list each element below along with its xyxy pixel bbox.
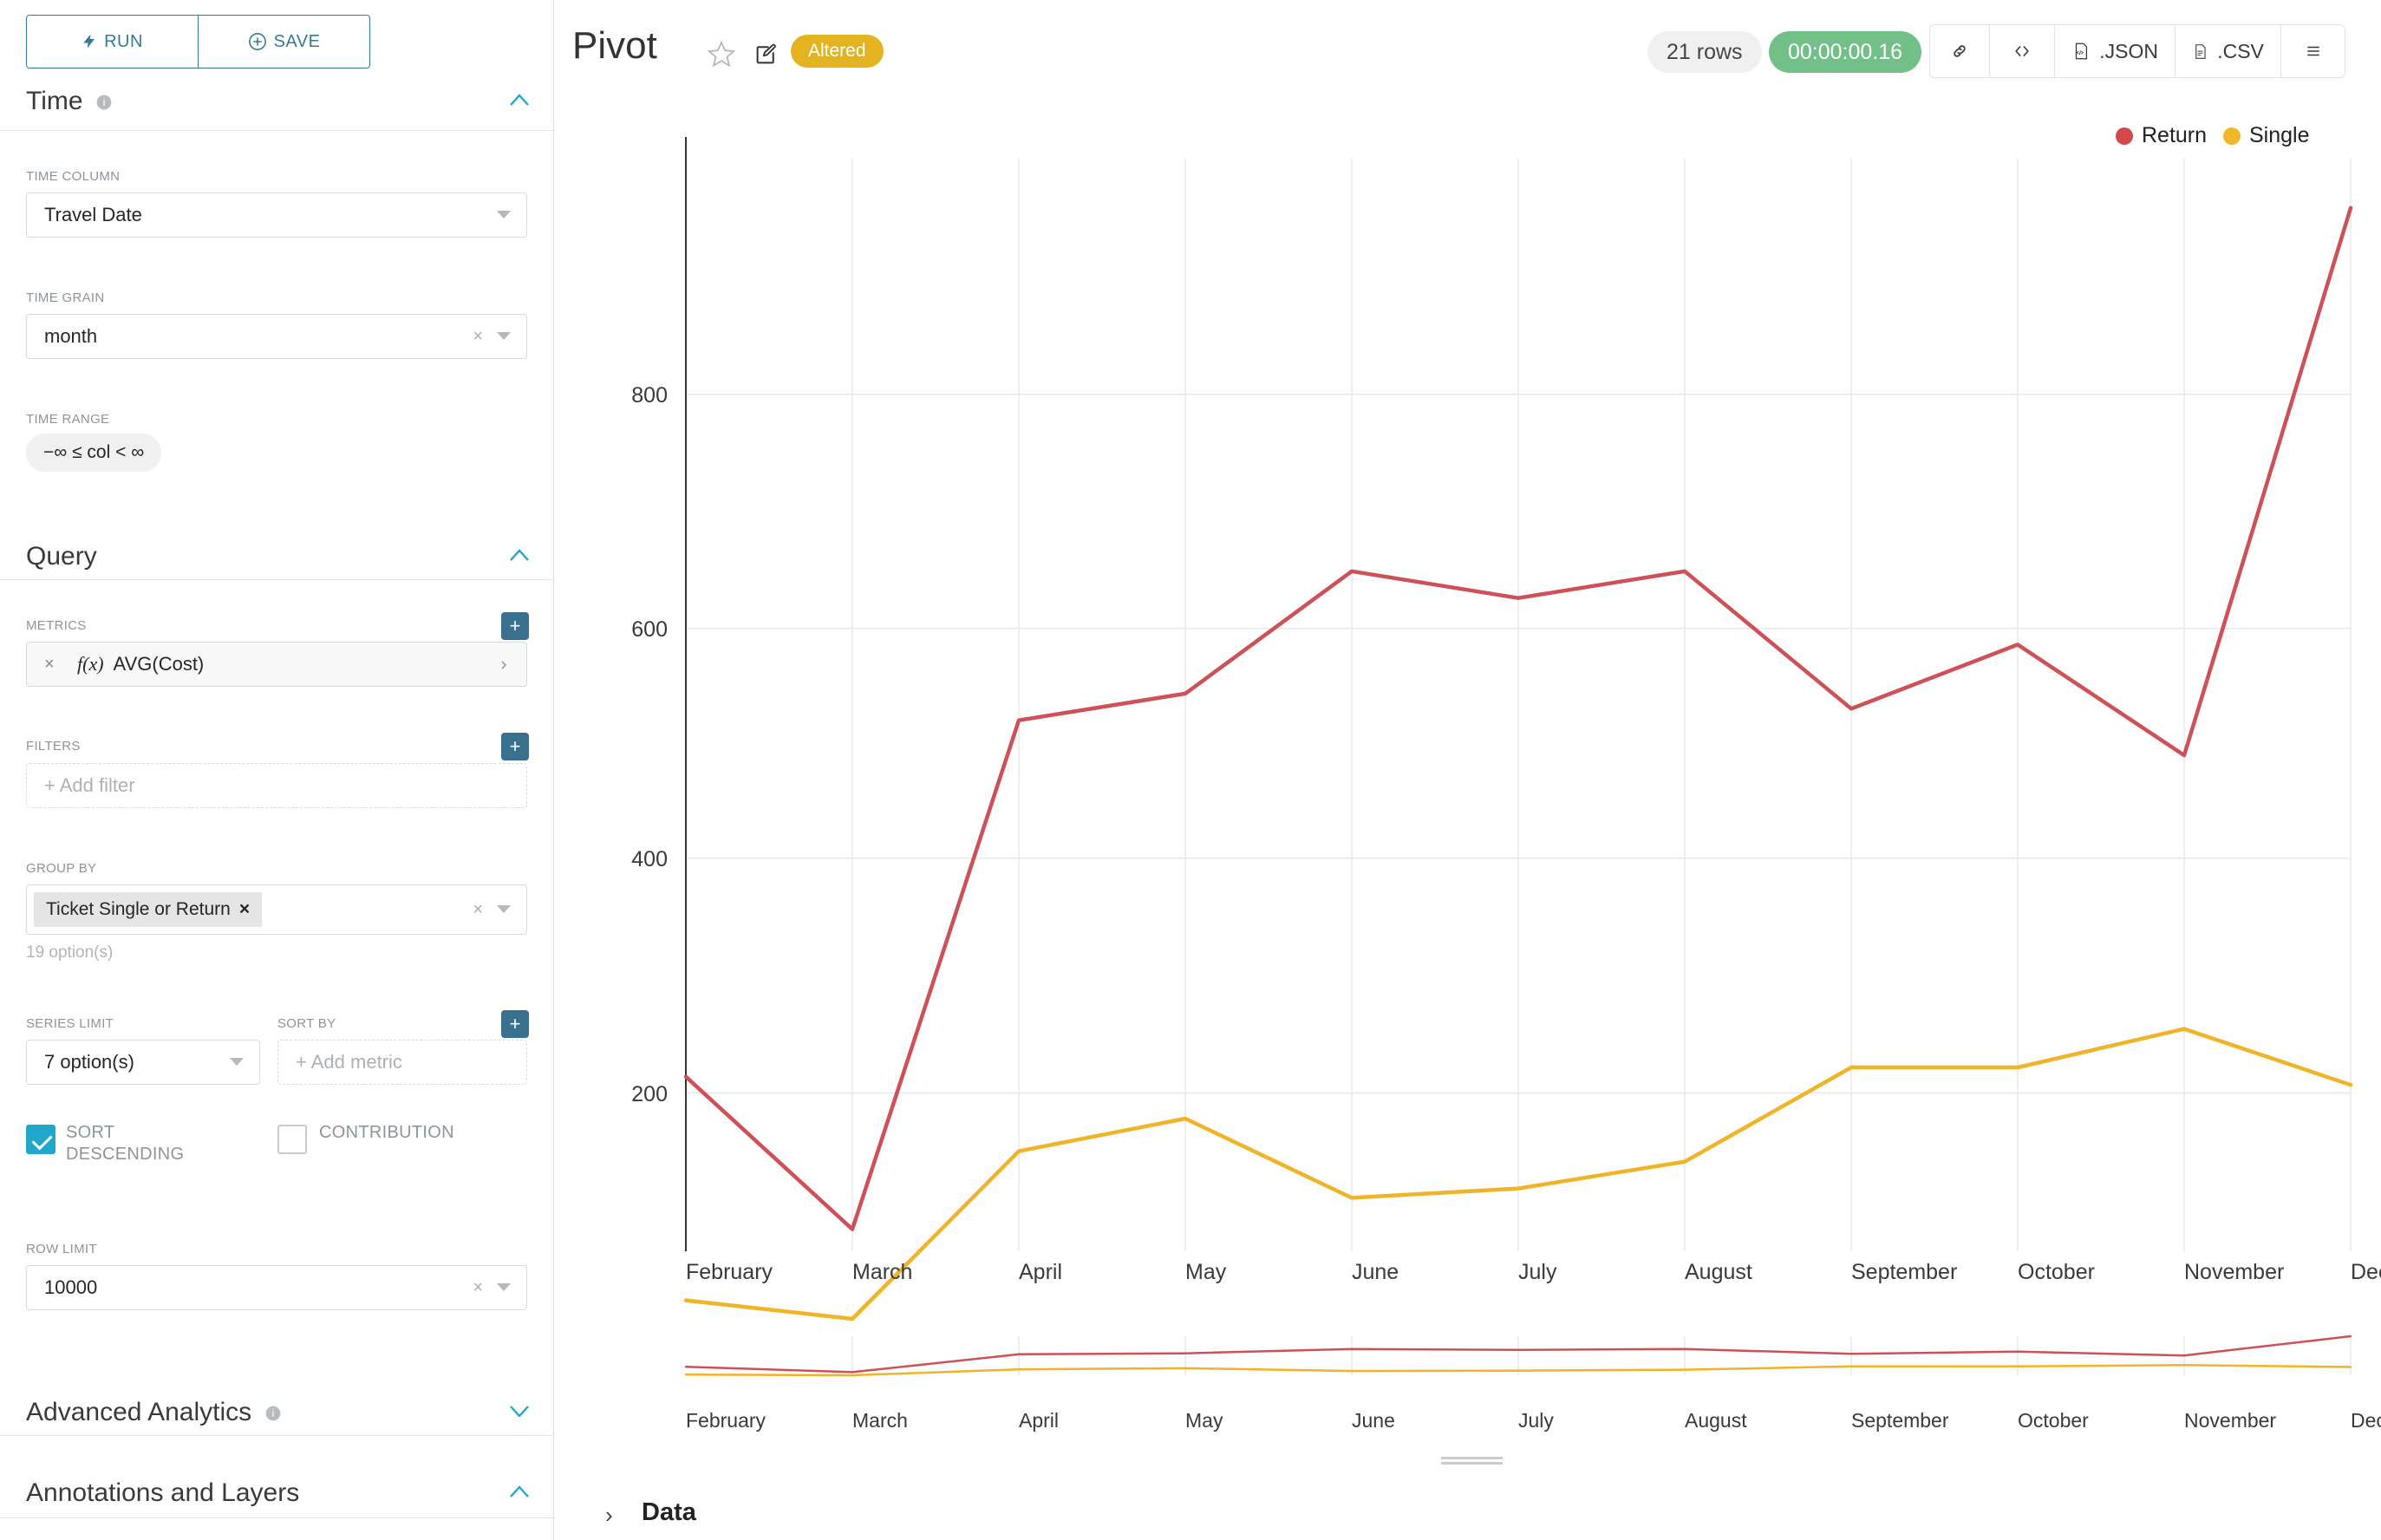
- svg-text:i: i: [271, 1407, 274, 1419]
- svg-text:i: i: [103, 96, 106, 108]
